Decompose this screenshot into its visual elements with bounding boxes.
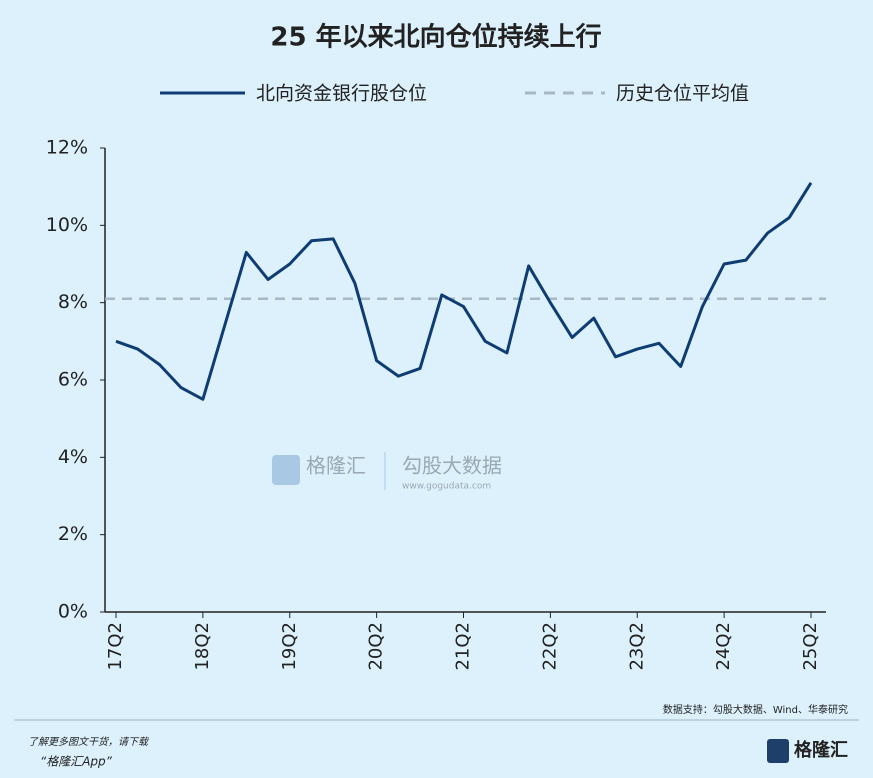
x-tick-label: 18Q2 <box>192 622 213 671</box>
x-tick-label: 21Q2 <box>453 622 474 671</box>
x-tick-label: 19Q2 <box>279 622 300 671</box>
footer-logo: 格隆汇 <box>794 739 848 761</box>
chart-title: 25 年以来北向仓位持续上行 <box>270 22 601 53</box>
footer-text: “格隆汇App” <box>40 755 113 769</box>
watermark-url: www.gogudata.com <box>402 482 491 492</box>
source-note: 数据支持：勾股大数据、Wind、华泰研究 <box>663 703 848 716</box>
x-tick-label: 23Q2 <box>626 622 647 671</box>
watermark-text: 勾股大数据 <box>402 454 502 478</box>
y-tick-label: 8% <box>58 291 88 313</box>
x-tick-label: 20Q2 <box>366 622 387 671</box>
legend-label: 历史仓位平均值 <box>616 83 749 105</box>
y-tick-label: 6% <box>58 369 88 391</box>
x-tick-label: 17Q2 <box>105 622 126 671</box>
x-tick-label: 24Q2 <box>713 622 734 671</box>
watermark-logo <box>272 455 300 485</box>
y-tick-label: 12% <box>46 137 88 159</box>
legend-label: 北向资金银行股仓位 <box>256 83 427 105</box>
x-tick-label: 22Q2 <box>539 622 560 671</box>
series-line <box>115 182 813 401</box>
y-tick-label: 10% <box>46 214 88 236</box>
x-tick-label: 25Q2 <box>800 622 821 671</box>
y-tick-label: 0% <box>58 601 88 623</box>
y-tick-label: 4% <box>58 446 88 468</box>
footer-text: 了解更多图文干货，请下载 <box>28 736 150 748</box>
watermark: 格隆汇 勾股大数据 www.gogudata.com <box>272 452 502 492</box>
y-tick-label: 2% <box>58 523 88 545</box>
watermark-text: 格隆汇 <box>306 454 366 478</box>
footer-logo-mark <box>767 739 789 763</box>
